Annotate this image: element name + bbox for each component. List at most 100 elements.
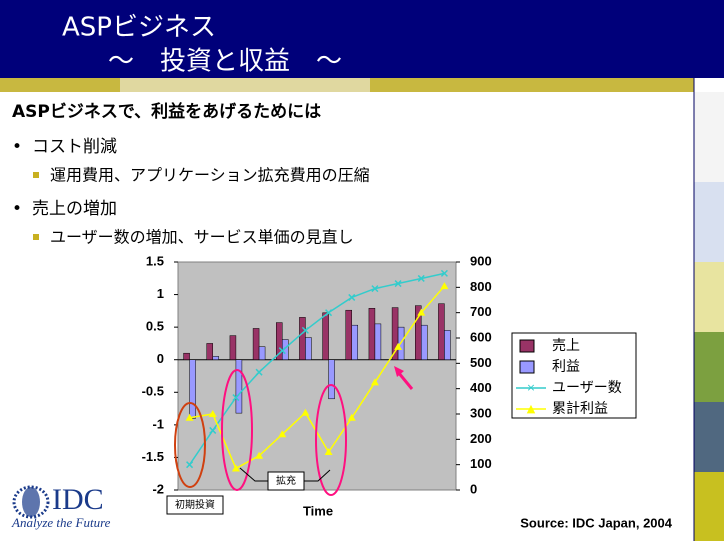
y2-tick-label: 800 bbox=[470, 279, 492, 294]
header-band bbox=[0, 0, 694, 78]
sub-bullet: ユーザー数の増加、サービス単価の見直し bbox=[50, 228, 354, 247]
bar bbox=[374, 323, 382, 360]
arrow bbox=[396, 371, 414, 390]
bar bbox=[212, 356, 219, 360]
marker bbox=[301, 326, 309, 334]
marker bbox=[324, 448, 333, 455]
bar bbox=[438, 303, 445, 360]
y-tick-label: -1 bbox=[152, 416, 164, 431]
bar bbox=[368, 308, 376, 360]
legend-label: 売上 bbox=[552, 338, 580, 354]
bar bbox=[351, 324, 358, 360]
annotation-box bbox=[166, 495, 224, 515]
marker bbox=[185, 413, 194, 421]
bar bbox=[345, 309, 352, 360]
y2-tick-label: 700 bbox=[470, 304, 492, 319]
header-strip-light bbox=[120, 78, 370, 92]
marker bbox=[209, 426, 217, 434]
marker bbox=[371, 285, 379, 293]
y-tick-label: 0 bbox=[157, 351, 164, 366]
marker bbox=[325, 309, 333, 317]
marker bbox=[278, 430, 287, 438]
y2-tick-label: 400 bbox=[470, 380, 492, 395]
arrow-head bbox=[394, 366, 404, 377]
legend-marker: × bbox=[526, 381, 535, 394]
sub-bullet-dot bbox=[33, 234, 39, 240]
y2-tick-label: 900 bbox=[470, 253, 492, 268]
annotation-line bbox=[304, 469, 331, 482]
highlight bbox=[174, 402, 206, 488]
bar bbox=[299, 317, 306, 360]
highlight bbox=[315, 384, 347, 496]
y-tick-label: 1 bbox=[157, 286, 164, 301]
bar bbox=[235, 359, 243, 414]
logo: IDC bbox=[52, 483, 104, 516]
sub-bullet-dot bbox=[33, 172, 39, 178]
marker bbox=[394, 342, 403, 350]
logo-globe bbox=[12, 485, 50, 519]
marker bbox=[370, 378, 379, 386]
bar bbox=[322, 312, 329, 360]
bar bbox=[189, 359, 196, 419]
y2-tick-label: 200 bbox=[470, 431, 492, 446]
y-tick-label: -0.5 bbox=[142, 384, 164, 399]
bar bbox=[206, 343, 213, 360]
legend-label: 利益 bbox=[552, 359, 580, 375]
source: Source: IDC Japan, 2004 bbox=[520, 515, 672, 530]
y2-tick-label: 500 bbox=[470, 355, 492, 370]
y-tick-label: 0.5 bbox=[146, 319, 164, 334]
tagline: Analyze the Future bbox=[11, 515, 111, 530]
marker bbox=[301, 408, 310, 416]
marker bbox=[440, 282, 449, 290]
annotation: 拡充 bbox=[276, 474, 296, 487]
heading: ASPビジネスで、利益をあげるためには bbox=[12, 101, 321, 122]
legend-swatch bbox=[519, 339, 535, 353]
bullet: 売上の増加 bbox=[32, 199, 117, 219]
header-corner bbox=[694, 0, 724, 78]
side-block bbox=[694, 92, 724, 182]
y2-tick-label: 100 bbox=[470, 456, 492, 471]
bar bbox=[444, 330, 451, 360]
marker bbox=[255, 368, 263, 376]
y-tick-label: 1.5 bbox=[146, 253, 164, 268]
marker bbox=[417, 308, 426, 316]
marker bbox=[208, 410, 217, 417]
side-block bbox=[694, 472, 724, 541]
legend-marker: ▲ bbox=[527, 402, 536, 415]
legend-swatch bbox=[519, 360, 535, 374]
side-block bbox=[694, 182, 724, 262]
marker bbox=[231, 464, 240, 472]
bullet-dot: • bbox=[12, 137, 22, 157]
side-block bbox=[694, 402, 724, 472]
marker bbox=[348, 293, 356, 301]
marker bbox=[347, 413, 356, 421]
annotation-line bbox=[239, 467, 268, 482]
marker bbox=[394, 280, 402, 288]
bullet: コスト削減 bbox=[32, 137, 117, 157]
y-tick-label: -1.5 bbox=[142, 449, 164, 464]
bar bbox=[252, 328, 260, 360]
bar bbox=[258, 346, 266, 360]
x-axis-label: Time bbox=[303, 503, 333, 518]
bar bbox=[305, 337, 312, 360]
side-block bbox=[694, 262, 724, 332]
y2-tick-label: 300 bbox=[470, 405, 492, 420]
sub-bullet: 運用費用、アプリケーション拡充費用の圧縮 bbox=[50, 166, 370, 185]
marker bbox=[186, 461, 194, 469]
marker bbox=[232, 394, 240, 402]
y-tick-label: -2 bbox=[152, 481, 164, 496]
title: ASPビジネス bbox=[62, 13, 216, 43]
bullet-dot: • bbox=[12, 199, 22, 219]
y2-tick-label: 600 bbox=[470, 329, 492, 344]
line bbox=[188, 272, 445, 466]
bar bbox=[183, 352, 190, 360]
marker bbox=[440, 269, 448, 277]
marker bbox=[417, 274, 425, 282]
bar bbox=[421, 324, 428, 360]
annotation: 初期投資 bbox=[175, 498, 215, 511]
y2-tick-label: 0 bbox=[470, 481, 477, 496]
legend-label: 累計利益 bbox=[552, 401, 608, 417]
bar bbox=[229, 335, 237, 360]
bar bbox=[328, 359, 335, 400]
